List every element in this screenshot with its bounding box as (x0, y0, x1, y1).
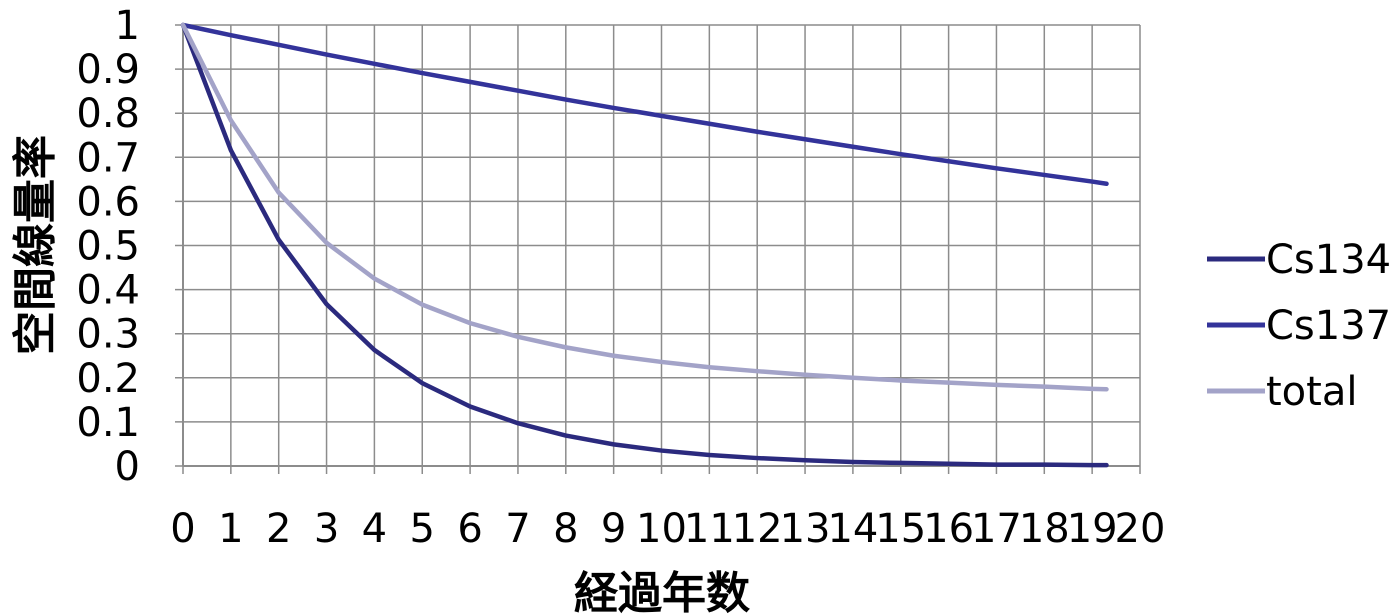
y-tick-label: 0.8 (76, 91, 140, 137)
y-tick-label: 0.2 (76, 356, 140, 402)
x-tick-label: 4 (362, 506, 387, 552)
x-tick-label: 6 (457, 506, 482, 552)
y-tick-label: 0.3 (76, 312, 140, 358)
x-tick-label: 11 (684, 506, 735, 552)
y-axis-title: 空間線量率 (10, 135, 61, 355)
series-line-cs134 (180, 22, 1109, 468)
x-tick-label: 19 (1067, 506, 1118, 552)
x-tick-label: 0 (170, 506, 195, 552)
legend-label-cs137: Cs137 (1266, 303, 1391, 349)
y-tick-label: 0.9 (76, 47, 140, 93)
y-tick-labels: 00.10.20.30.40.50.60.70.80.91 (76, 3, 140, 490)
y-tick-label: 1 (115, 3, 140, 49)
x-tick-label: 10 (636, 506, 687, 552)
x-tick-label: 20 (1115, 506, 1166, 552)
x-tick-label: 13 (780, 506, 831, 552)
legend: Cs134 Cs137 total (1207, 237, 1391, 415)
y-tick-label: 0.5 (76, 224, 140, 270)
x-axis-title: 経過年数 (574, 568, 750, 616)
x-tick-label: 12 (732, 506, 783, 552)
x-tick-label: 15 (875, 506, 926, 552)
x-tick-label: 2 (266, 506, 291, 552)
x-tick-label: 14 (827, 506, 878, 552)
x-tick-label: 18 (1019, 506, 1070, 552)
y-tick-label: 0.7 (76, 135, 140, 181)
x-tick-label: 8 (553, 506, 578, 552)
y-tick-label: 0.6 (76, 179, 140, 225)
x-tick-label: 1 (218, 506, 243, 552)
series-lines (180, 22, 1109, 468)
y-tick-label: 0.1 (76, 400, 140, 446)
x-tick-label: 3 (314, 506, 339, 552)
x-tick-label: 5 (410, 506, 435, 552)
y-tick-label: 0.4 (76, 268, 140, 314)
legend-label-cs134: Cs134 (1266, 237, 1391, 283)
x-tick-label: 16 (923, 506, 974, 552)
legend-label-total: total (1266, 369, 1357, 415)
series-line-cs137 (180, 22, 1109, 187)
series-line-total (180, 22, 1109, 392)
x-tick-label: 17 (971, 506, 1022, 552)
y-tick-label: 0 (115, 444, 140, 490)
x-tick-label: 7 (505, 506, 530, 552)
x-tick-label: 9 (601, 506, 626, 552)
